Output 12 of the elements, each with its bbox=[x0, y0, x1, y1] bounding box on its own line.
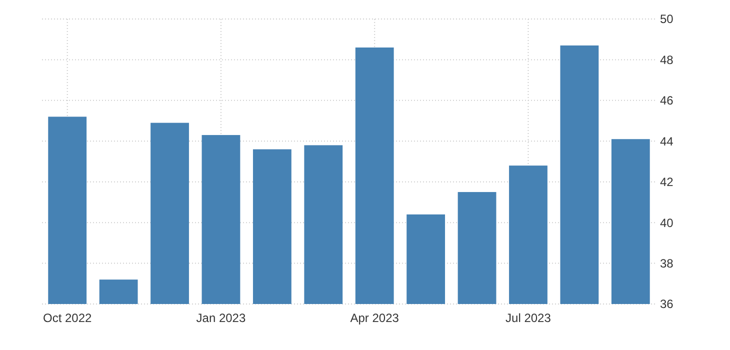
y-tick-label: 48 bbox=[660, 52, 674, 67]
y-tick-label: 50 bbox=[660, 12, 674, 26]
y-tick-label: 38 bbox=[660, 256, 674, 270]
y-tick-label: 42 bbox=[660, 175, 674, 190]
x-tick-label: Apr 2023 bbox=[350, 311, 400, 325]
x-tick-label: Jan 2023 bbox=[196, 311, 246, 325]
y-tick-label: 40 bbox=[660, 216, 674, 230]
y-tick-label: 46 bbox=[660, 94, 674, 108]
y-tick-label: 44 bbox=[660, 134, 674, 148]
x-tick-label: Oct 2022 bbox=[42, 311, 92, 325]
x-tick-label: Jul 2023 bbox=[506, 311, 552, 325]
y-tick-label: 36 bbox=[660, 297, 674, 312]
